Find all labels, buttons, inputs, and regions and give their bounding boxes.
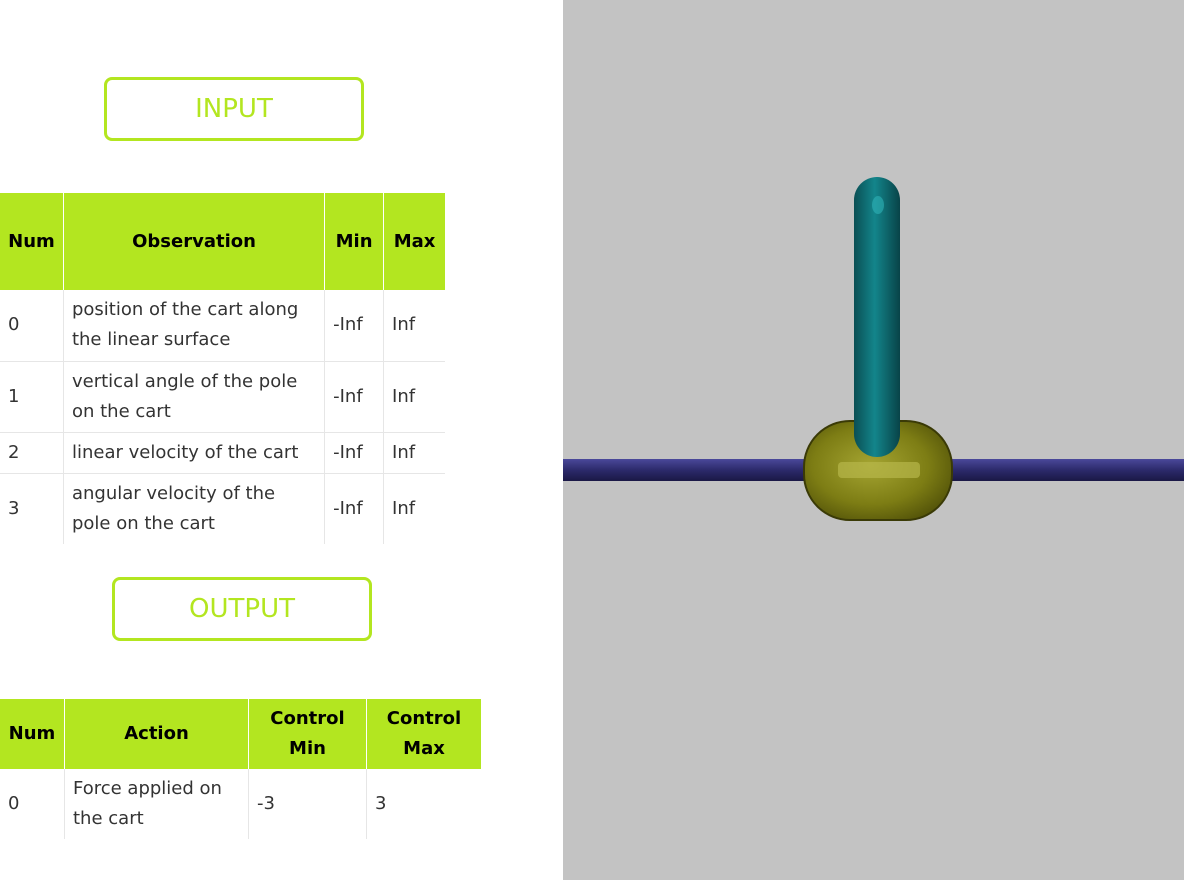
observation-table: Num Observation Min Max 0 position of th… [0,193,445,544]
cart-highlight [838,462,920,478]
cell-control-max: 3 [375,793,387,814]
table-row: 3 angular velocity of the pole on the ca… [0,473,445,544]
cell-num: 3 [0,473,64,544]
cell-observation: vertical angle of the pole on the cart [63,361,326,433]
table-row: 1 vertical angle of the pole on the cart… [0,361,445,433]
header-num: Num [0,193,64,290]
pole-tip-highlight [872,196,884,214]
cell-max: Inf [392,497,416,519]
observation-table-header: Num Observation Min Max [0,193,445,290]
simulation-viewport[interactable] [563,0,1184,880]
cell-observation: angular velocity of the pole on the cart [63,473,326,544]
pole [854,177,900,457]
cell-observation: position of the cart along the linear su… [63,290,326,362]
cell-num: 0 [0,290,64,362]
header-min: Min [324,193,385,290]
cell-min: -Inf [324,290,385,362]
cartpole-render [563,177,1184,521]
header-action: Action [64,699,249,769]
cell-num: 1 [0,361,64,433]
cell-max: Inf [383,290,445,362]
cell-max: Inf [383,432,445,474]
table-row: 0 Force applied on the cart -3 3 [0,769,481,839]
input-section-label: INPUT [195,94,273,124]
cell-min: -Inf [324,473,385,544]
header-control-min: Control Min [248,699,367,769]
spec-panel: INPUT Num Observation Min Max 0 position… [0,0,563,880]
cell-control-min: -3 [248,769,367,839]
cell-num: 2 [0,432,64,474]
header-num: Num [0,699,65,769]
input-section-button[interactable]: INPUT [104,77,364,141]
cell-action: Force applied on the cart [64,769,249,839]
cell-num: 0 [0,769,65,839]
header-control-max: Control Max [366,699,481,769]
header-observation: Observation [63,193,326,290]
header-max: Max [383,193,445,290]
table-row: 2 linear velocity of the cart -Inf Inf [0,432,445,474]
cell-min: -Inf [324,361,385,433]
action-table-header: Num Action Control Min Control Max [0,699,481,769]
output-section-label: OUTPUT [189,594,295,624]
table-row: 0 position of the cart along the linear … [0,290,445,362]
cell-min: -Inf [324,432,385,474]
cell-observation: linear velocity of the cart [63,432,326,474]
cell-max: Inf [383,361,445,433]
output-section-button[interactable]: OUTPUT [112,577,372,641]
action-table: Num Action Control Min Control Max 0 For… [0,699,481,839]
